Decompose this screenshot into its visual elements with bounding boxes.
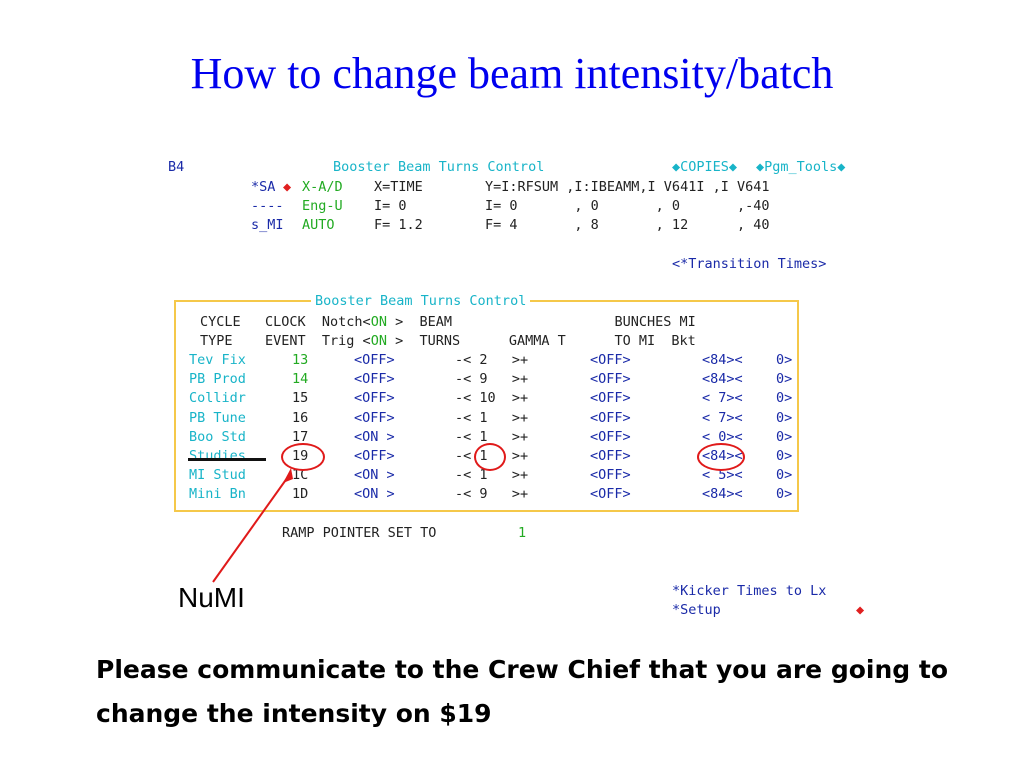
numi-arrowhead — [283, 468, 293, 483]
numi-label: NuMI — [178, 582, 245, 613]
app-title: Booster Beam Turns Control — [333, 159, 545, 175]
highlight-event-19 — [281, 443, 325, 471]
notch-toggle[interactable]: <OFF> — [354, 409, 395, 426]
ramp-pointer-value[interactable]: 1 — [518, 525, 527, 541]
gamma-toggle[interactable]: <OFF> — [590, 409, 631, 426]
beam-turns[interactable]: -< 2 >+ — [455, 352, 529, 368]
mi-bkt-field[interactable]: 0> — [776, 486, 793, 503]
cycle-type: Collidr — [189, 390, 246, 407]
header-row-1-b: > BEAM BUNCHES MI — [386, 314, 696, 330]
mi-bkt-field[interactable]: 0> — [776, 428, 793, 445]
notch-toggle[interactable]: <OFF> — [354, 352, 395, 368]
clock-event: 1C — [292, 467, 309, 484]
mi-bkt-field[interactable]: 0> — [776, 390, 793, 407]
i-field-x[interactable]: I= 0 — [374, 198, 407, 214]
gamma-toggle[interactable]: <OFF> — [590, 352, 631, 368]
page-id: B4 — [168, 159, 185, 175]
bunches-field[interactable]: < 5>< — [702, 467, 743, 484]
notch-toggle[interactable]: <OFF> — [354, 448, 395, 464]
clock-event: 13 — [292, 352, 309, 368]
auto-field[interactable]: AUTO — [302, 217, 335, 233]
cycle-type: MI Stud — [189, 467, 246, 484]
mi-bkt-field[interactable]: 0> — [776, 371, 793, 388]
smi-field[interactable]: s_MI — [251, 217, 284, 233]
notch-toggle[interactable]: <ON > — [354, 467, 395, 484]
clock-event: 14 — [292, 371, 309, 388]
header-row-2: TYPE EVENT Trig <ON > TURNS GAMMA T TO M… — [200, 332, 696, 351]
highlight-bunches — [697, 443, 745, 471]
studies-underline — [188, 458, 266, 461]
header-row-1-a: CYCLE CLOCK Notch< — [200, 314, 371, 330]
notch-on-label[interactable]: ON — [370, 314, 387, 330]
cycle-type: Boo Std — [189, 428, 246, 445]
ramp-pointer-label: RAMP POINTER SET TO — [282, 525, 437, 541]
panel-title: Booster Beam Turns Control — [311, 292, 531, 311]
xad-field[interactable]: X-A/D — [302, 179, 343, 195]
clock-event: 16 — [292, 409, 309, 426]
y-axis-field[interactable]: Y=I:RFSUM ,I:IBEAMM,I V641I ,I V641 — [485, 179, 770, 195]
bunches-field[interactable]: < 7>< — [702, 390, 743, 407]
bunches-field[interactable]: < 0>< — [702, 428, 743, 445]
mi-bkt-field[interactable]: 0> — [776, 409, 793, 426]
trig-on-label[interactable]: ON — [370, 333, 387, 349]
beam-turns[interactable]: -< 9 >+ — [455, 486, 529, 503]
diamond-icon: ◆ — [283, 179, 292, 195]
beam-turns[interactable]: -< 1 >+ — [455, 467, 529, 484]
notch-toggle[interactable]: <OFF> — [354, 390, 395, 407]
notch-toggle[interactable]: <ON > — [354, 486, 395, 503]
pgm-tools-menu[interactable]: ◆Pgm_Tools◆ — [756, 159, 846, 175]
clock-event: 15 — [292, 390, 309, 407]
eng-u-field[interactable]: Eng-U — [302, 198, 343, 214]
bunches-field[interactable]: < 7>< — [702, 409, 743, 426]
slide-title: How to change beam intensity/batch — [190, 49, 834, 98]
mi-bkt-field[interactable]: 0> — [776, 467, 793, 484]
gamma-toggle[interactable]: <OFF> — [590, 390, 631, 407]
header-row-1: CYCLE CLOCK Notch<ON > BEAM BUNCHES MI — [200, 313, 696, 332]
clock-event: 1D — [292, 486, 309, 503]
beam-turns[interactable]: -< 9 >+ — [455, 371, 529, 388]
gamma-toggle[interactable]: <OFF> — [590, 371, 631, 388]
bunches-field[interactable]: <84>< — [702, 371, 743, 388]
instruction-message: Please communicate to the Crew Chief tha… — [96, 655, 949, 728]
f-field-y[interactable]: F= 4 , 8 , 12 , 40 — [485, 217, 770, 233]
sa-button[interactable]: *SA — [251, 179, 276, 195]
beam-turns[interactable]: -< 1 >+ — [455, 428, 529, 445]
mi-bkt-field[interactable]: 0> — [776, 352, 793, 368]
beam-turns[interactable]: -< 1 >+ — [455, 409, 529, 426]
cycle-type: Tev Fix — [189, 352, 246, 368]
cycle-type: Mini Bn — [189, 486, 246, 503]
beam-turns[interactable]: -< 10 >+ — [455, 390, 529, 407]
bunches-field[interactable]: <84>< — [702, 486, 743, 503]
mi-bkt-field[interactable]: 0> — [776, 448, 793, 464]
dash-field: ---- — [251, 198, 284, 214]
clock-event: 17 — [292, 428, 309, 445]
cycle-type: PB Prod — [189, 371, 246, 388]
gamma-toggle[interactable]: <OFF> — [590, 428, 631, 445]
setup-link[interactable]: *Setup — [672, 602, 721, 618]
gamma-toggle[interactable]: <OFF> — [590, 486, 631, 503]
notch-toggle[interactable]: <OFF> — [354, 371, 395, 388]
highlight-turns — [474, 443, 506, 471]
transition-times-link[interactable]: <*Transition Times> — [672, 256, 827, 272]
x-axis-field[interactable]: X=TIME — [374, 179, 423, 195]
gamma-toggle[interactable]: <OFF> — [590, 448, 631, 464]
kicker-times-link[interactable]: *Kicker Times to Lx — [672, 583, 827, 599]
numi-arrow — [212, 473, 291, 583]
i-field-y[interactable]: I= 0 , 0 , 0 ,-40 — [485, 198, 770, 214]
bunches-field[interactable]: <84>< — [702, 352, 743, 368]
cycle-type: PB Tune — [189, 409, 246, 426]
f-field-x[interactable]: F= 1.2 — [374, 217, 423, 233]
copies-menu[interactable]: ◆COPIES◆ — [672, 159, 738, 175]
setup-diamond-icon: ◆ — [856, 602, 865, 618]
header-row-2-a: TYPE EVENT Trig < — [200, 333, 371, 349]
gamma-toggle[interactable]: <OFF> — [590, 467, 631, 484]
notch-toggle[interactable]: <ON > — [354, 428, 395, 445]
header-row-2-b: > TURNS GAMMA T TO MI Bkt — [386, 333, 696, 349]
